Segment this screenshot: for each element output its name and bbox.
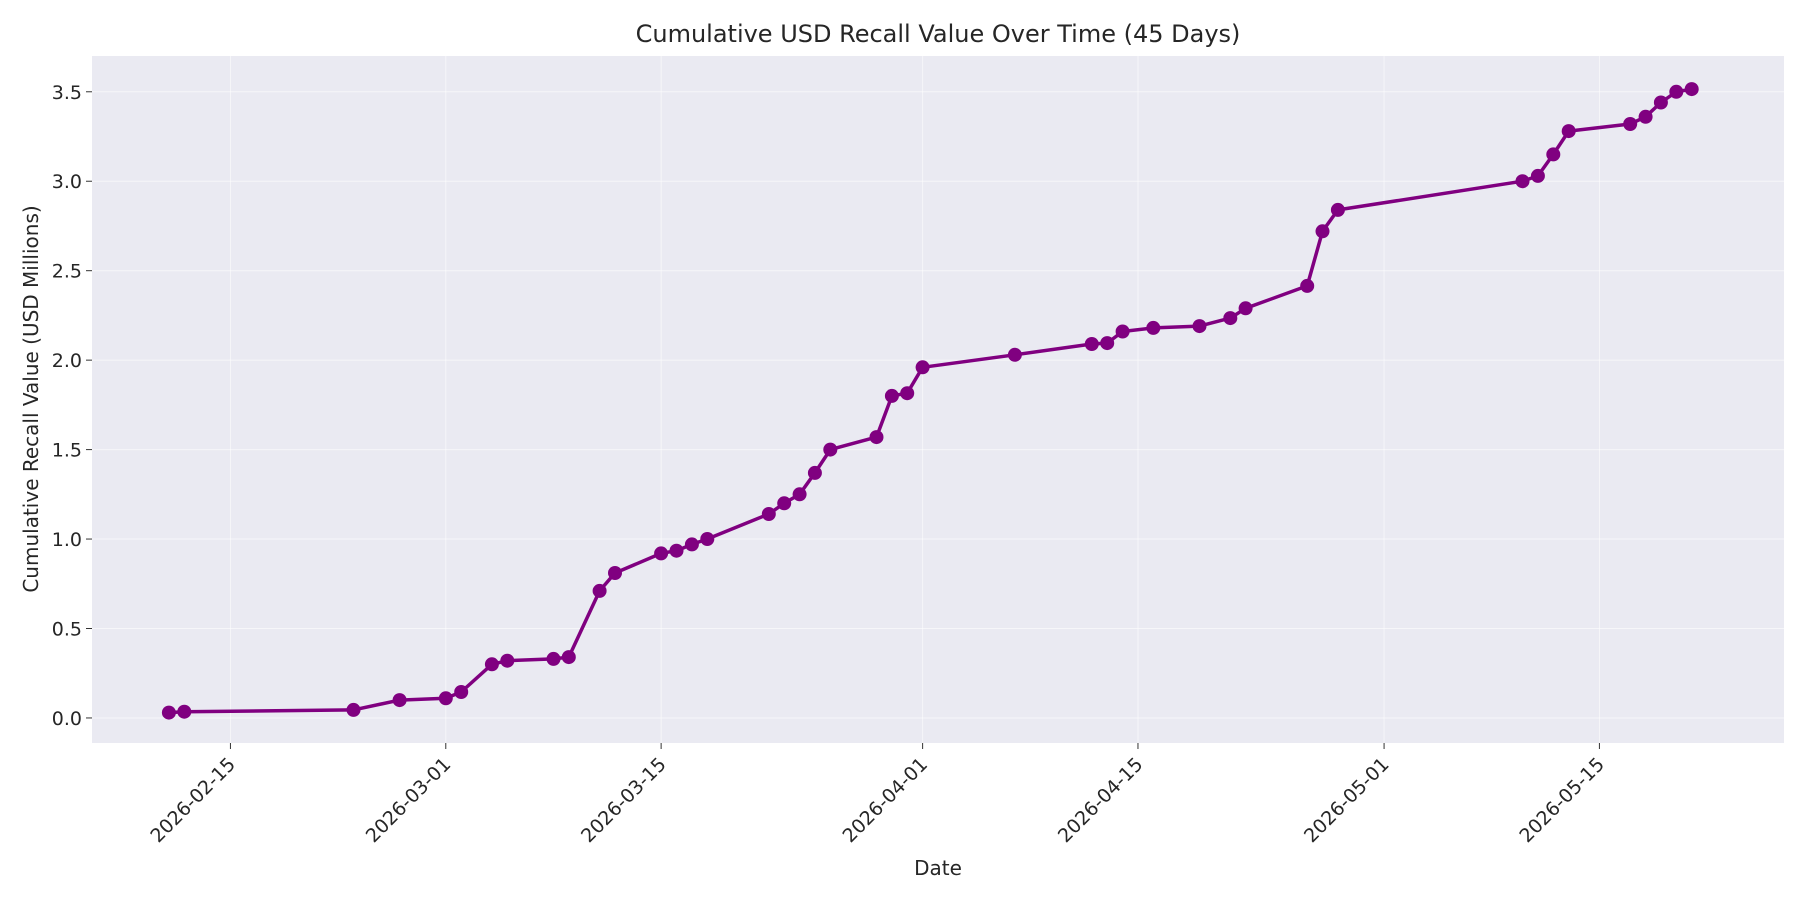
data-point	[823, 442, 838, 457]
data-point	[546, 651, 561, 666]
y-tick-label: 2.0	[52, 350, 82, 372]
x-axis-label: Date	[914, 856, 962, 880]
data-point	[1007, 347, 1022, 362]
chart-title: Cumulative USD Recall Value Over Time (4…	[636, 20, 1241, 48]
data-point	[161, 705, 176, 720]
data-point	[1684, 82, 1699, 97]
data-point	[438, 691, 453, 706]
x-tick-label: 2026-02-15	[146, 753, 240, 847]
y-tick-label: 2.5	[52, 261, 82, 283]
data-point	[1084, 337, 1099, 351]
data-point	[1546, 147, 1561, 162]
data-point	[1115, 324, 1130, 339]
x-tick-label: 2026-04-15	[1054, 753, 1148, 847]
data-point	[761, 507, 776, 521]
data-point	[500, 653, 515, 668]
data-point	[1638, 109, 1653, 124]
data-point	[1653, 95, 1668, 110]
x-tick-label: 2026-03-15	[577, 753, 671, 847]
data-point	[1530, 168, 1545, 183]
y-tick-label: 3.0	[52, 171, 82, 193]
x-tick-label: 2026-05-01	[1300, 753, 1394, 847]
y-tick-label: 0.5	[52, 619, 82, 641]
data-point	[654, 546, 669, 561]
data-point	[1100, 336, 1115, 351]
data-point	[869, 430, 884, 445]
data-point	[346, 702, 361, 717]
data-point	[700, 532, 715, 546]
data-point	[1515, 174, 1530, 189]
data-point	[1223, 311, 1238, 326]
plot-background	[92, 56, 1784, 743]
data-point	[1330, 202, 1345, 217]
data-point	[1315, 224, 1330, 239]
data-point	[608, 566, 622, 580]
data-point	[1238, 301, 1253, 316]
data-point	[392, 693, 407, 708]
y-tick-label: 1.0	[52, 529, 82, 551]
data-point	[1300, 278, 1315, 293]
data-point	[1146, 320, 1161, 335]
data-point	[792, 487, 807, 502]
x-tick-label: 2026-04-01	[839, 753, 933, 847]
data-point	[807, 465, 822, 480]
data-point	[1192, 319, 1207, 334]
data-point	[484, 657, 499, 672]
x-tick-label: 2026-05-15	[1515, 753, 1609, 847]
data-point	[1623, 117, 1638, 131]
data-point	[915, 360, 930, 375]
data-point	[777, 496, 792, 511]
data-point	[561, 650, 576, 665]
data-point	[177, 704, 192, 719]
data-point	[1669, 84, 1684, 99]
data-point	[884, 388, 899, 403]
y-axis-label: Cumulative Recall Value (USD Millions)	[19, 205, 43, 592]
data-point	[684, 537, 699, 552]
x-tick-label: 2026-03-01	[362, 753, 456, 847]
data-points	[161, 82, 1699, 720]
data-point	[900, 386, 915, 401]
data-point	[1561, 124, 1576, 139]
grid	[92, 56, 1784, 743]
y-tick-label: 0.0	[52, 708, 82, 730]
data-point	[454, 685, 469, 699]
y-tick-label: 1.5	[52, 440, 82, 462]
y-tick-label: 3.5	[52, 82, 82, 104]
data-point	[669, 543, 684, 558]
data-point	[592, 583, 607, 598]
